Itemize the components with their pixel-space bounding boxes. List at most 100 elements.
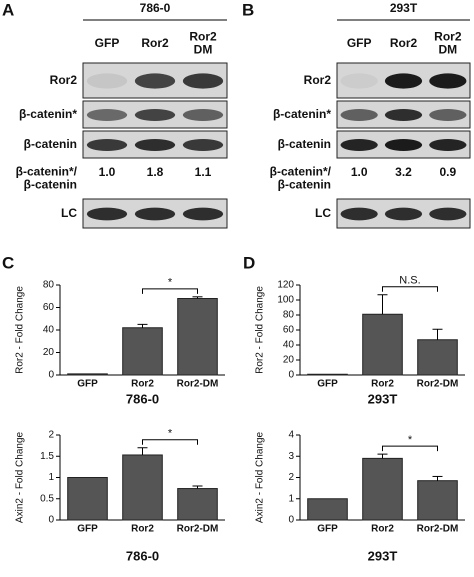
label-line: GFP bbox=[95, 36, 120, 50]
annotation: N.S. bbox=[399, 275, 420, 287]
y-tick-label: 80 bbox=[43, 280, 55, 291]
x-tick-label: Ror2-DM bbox=[417, 379, 459, 390]
y-axis-label: Ror2 - Fold Change bbox=[15, 286, 26, 374]
ratio-value: 1.1 bbox=[195, 165, 212, 179]
label-line: Ror2 bbox=[304, 73, 332, 87]
bracket bbox=[142, 288, 198, 294]
label-line: DM bbox=[194, 43, 213, 57]
band bbox=[340, 109, 378, 121]
cell-line: 786-0 bbox=[140, 1, 171, 15]
band bbox=[182, 73, 224, 89]
bar bbox=[362, 313, 403, 376]
label-line: Ror2 bbox=[189, 30, 217, 44]
y-tick-label: 4 bbox=[288, 430, 294, 441]
label-line: Ror2 bbox=[390, 36, 418, 50]
x-tick-label: Ror2 bbox=[131, 524, 154, 535]
band bbox=[182, 139, 224, 151]
y-tick-label: 80 bbox=[283, 310, 295, 321]
y-tick-label: 20 bbox=[43, 347, 55, 358]
x-tick-label: Ror2-DM bbox=[417, 524, 459, 535]
band bbox=[384, 109, 423, 121]
y-tick-label: 20 bbox=[283, 355, 295, 366]
annotation: * bbox=[408, 434, 413, 446]
annotation: * bbox=[168, 277, 173, 289]
x-tick-label: Ror2 bbox=[371, 379, 394, 390]
bar bbox=[417, 339, 458, 376]
bar bbox=[122, 327, 163, 376]
label-line: LC bbox=[61, 206, 77, 220]
y-tick-label: 40 bbox=[283, 340, 295, 351]
band bbox=[384, 73, 423, 89]
ratio-value: 1.0 bbox=[351, 165, 368, 179]
label-line: DM bbox=[438, 43, 457, 57]
y-axis-label: Ror2 - Fold Change bbox=[255, 286, 266, 374]
bar bbox=[177, 488, 218, 521]
band bbox=[340, 73, 378, 89]
bar bbox=[417, 480, 458, 521]
label-line: β-catenin bbox=[278, 137, 331, 151]
label-line: LC bbox=[315, 206, 331, 220]
band bbox=[429, 139, 467, 151]
bar bbox=[362, 457, 403, 521]
y-tick-label: 0.5 bbox=[40, 493, 54, 504]
y-tick-label: 120 bbox=[277, 280, 294, 291]
y-tick-label: 1.5 bbox=[40, 451, 54, 462]
x-tick-label: GFP bbox=[77, 379, 98, 390]
x-tick-label: Ror2-DM bbox=[177, 379, 219, 390]
cell-line: 293T bbox=[390, 1, 418, 15]
band bbox=[86, 207, 128, 221]
y-tick-label: 0 bbox=[48, 370, 54, 381]
ratio-value: 1.0 bbox=[99, 165, 116, 179]
panel-letter: C bbox=[2, 253, 14, 272]
y-tick-label: 2 bbox=[48, 430, 54, 441]
band bbox=[429, 73, 467, 89]
x-axis-label: 293T bbox=[368, 391, 398, 406]
label-line: GFP bbox=[347, 36, 372, 50]
x-tick-label: Ror2-DM bbox=[177, 524, 219, 535]
x-axis-label: 293T bbox=[368, 548, 398, 563]
band bbox=[182, 109, 224, 121]
y-tick-label: 3 bbox=[288, 451, 294, 462]
band bbox=[86, 109, 128, 121]
label-line: β-catenin* bbox=[19, 107, 77, 121]
label-line: β-catenin*/ bbox=[16, 165, 78, 179]
y-axis-label: Axin2 - Fold Change bbox=[15, 431, 26, 523]
panel-letter: D bbox=[243, 253, 255, 272]
y-tick-label: 1 bbox=[288, 493, 294, 504]
bar bbox=[122, 454, 163, 521]
band bbox=[134, 109, 176, 121]
band bbox=[429, 207, 467, 221]
label-line: β-catenin bbox=[24, 178, 77, 192]
ratio-value: 1.8 bbox=[147, 165, 164, 179]
label-line: Ror2 bbox=[141, 36, 169, 50]
band bbox=[134, 73, 176, 89]
bar bbox=[67, 373, 108, 376]
y-tick-label: 40 bbox=[43, 325, 55, 336]
band bbox=[384, 139, 423, 151]
ratio-value: 3.2 bbox=[395, 165, 412, 179]
ratio-value: 0.9 bbox=[439, 165, 456, 179]
bracket bbox=[142, 439, 198, 445]
band bbox=[182, 207, 224, 221]
y-tick-label: 2 bbox=[288, 472, 294, 483]
band bbox=[429, 109, 467, 121]
y-tick-label: 100 bbox=[277, 295, 294, 306]
y-tick-label: 60 bbox=[43, 302, 55, 313]
bar bbox=[307, 373, 348, 376]
band bbox=[340, 207, 378, 221]
x-axis-label: 786-0 bbox=[126, 391, 159, 406]
x-tick-label: GFP bbox=[317, 379, 338, 390]
label-line: β-catenin bbox=[278, 178, 331, 192]
bracket bbox=[382, 445, 438, 452]
band bbox=[86, 139, 128, 151]
y-tick-label: 0 bbox=[288, 515, 294, 526]
y-tick-label: 60 bbox=[283, 325, 295, 336]
annotation: * bbox=[168, 428, 173, 440]
label-line: β-catenin*/ bbox=[270, 165, 332, 179]
x-tick-label: GFP bbox=[77, 524, 98, 535]
panel-letter: B bbox=[242, 0, 254, 19]
band bbox=[340, 139, 378, 151]
x-axis-label: 786-0 bbox=[126, 548, 159, 563]
